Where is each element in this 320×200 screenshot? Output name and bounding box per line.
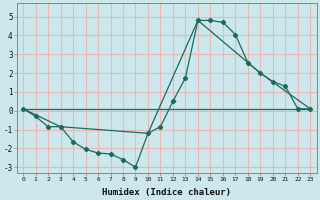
X-axis label: Humidex (Indice chaleur): Humidex (Indice chaleur) — [102, 188, 231, 197]
